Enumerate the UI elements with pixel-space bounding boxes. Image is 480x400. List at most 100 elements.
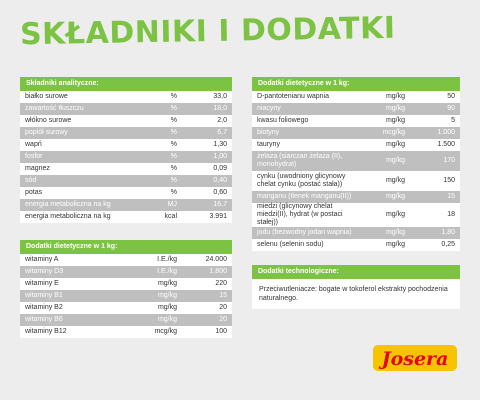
row-unit: kcal [164,213,177,220]
row-value: 20 [182,314,232,326]
row-unit: mg/kg [370,103,410,115]
row-value: 1.800 [182,266,232,278]
logo-text: Josera [379,348,449,370]
row-value: 33,0 [213,93,227,100]
analytic-panel: Składniki analityczne: białko surowe% 33,… [20,77,232,223]
row-value: 0,40 [182,175,232,187]
table-row: niacyny mg/kg 90 [252,103,460,115]
table-row: witaminy B2 mg/kg 20 [20,302,232,314]
row-name: witaminy B1 [20,290,142,302]
row-value: 50 [447,93,455,100]
row-name: biotyny [252,127,370,139]
row-unit: % [142,175,182,187]
technological-header: Dodatki technologiczne: [252,265,460,279]
row-value: 5 [451,117,455,124]
table-row: fosfor% 1,00 [20,151,232,163]
row-value: 220 [215,280,227,287]
row-unit: % [170,189,177,196]
row-unit: mg/kg [370,191,410,203]
row-value: 150 [443,177,455,184]
row-value: 6,7 [182,127,232,139]
table-row: jodu (bezwodny jodan wapnia) mg/kg 1,80 [252,227,460,239]
row-value: 2,0 [217,117,227,124]
row-value: 1,30 [213,141,227,148]
row-name: witaminy B2 [25,304,63,311]
row-name: kwasu foliowego [257,117,309,124]
table-row: D-pantotenianu wapnia mg/kg 50 [252,91,460,103]
row-unit: mg/kg [385,241,405,248]
row-unit: mg/kg [142,290,182,302]
row-name: witaminy A [25,256,59,263]
row-name: białko surowe [25,93,68,100]
row-unit: mg/kg [370,227,410,239]
row-unit: mg/kg [385,211,405,218]
row-unit: mcg/kg [154,328,177,335]
row-value: 15 [182,290,232,302]
row-value: 1,80 [410,227,460,239]
row-value: 1.000 [410,127,460,139]
row-value: 170 [410,151,460,171]
row-name: energia metaboliczna na kg [25,213,111,220]
table-row: biotyny mcg/kg 1.000 [252,127,460,139]
row-unit: % [170,117,177,124]
table-row: miedzi (glicynowy chelat miedzi(II), hyd… [252,203,460,227]
row-name: wapń [25,141,42,148]
row-value: 1.500 [437,141,455,148]
dietetic-left-table: witaminy A I.E./kg 24.000 witaminy D3 I.E./k… [20,254,232,338]
dietetic-right-header: Dodatki dietetyczne w 1 kg: [252,77,460,91]
table-row: witaminy A I.E./kg 24.000 [20,254,232,266]
row-unit: % [170,141,177,148]
row-name: cynku (uwodniony glicynowy chelat cynku … [257,173,346,188]
table-row: witaminy D3 I.E./kg 1.800 [20,266,232,278]
table-row: wapń% 1,30 [20,139,232,151]
row-name: włókno surowe [25,117,72,124]
row-unit: mcg/kg [370,127,410,139]
row-unit: mg/kg [370,151,410,171]
row-unit: % [142,151,182,163]
dietetic-left-header: Dodatki dietetyczne w 1 kg: [20,240,232,254]
row-name: witaminy E [25,280,59,287]
table-row: magnez% 0,09 [20,163,232,175]
row-name: witaminy B6 [20,314,142,326]
row-name: D-pantotenianu wapnia [257,93,329,100]
row-unit: MJ [142,199,182,211]
row-value: 16,7 [182,199,232,211]
table-row: witaminy E mg/kg 220 [20,278,232,290]
row-name: manganu (tlenek manganu(II)) [252,191,370,203]
table-row: tauryny mg/kg 1.500 [252,139,460,151]
page-title: SKŁADNIKI I DODATKI [19,10,396,53]
row-value: 1,00 [182,151,232,163]
row-unit: mg/kg [157,304,177,311]
technological-panel: Dodatki technologiczne: Przeciwutleniacz… [252,265,460,309]
table-row: energia metaboliczna na kg kcal 3.991 [20,211,232,223]
table-row: kwasu foliowego mg/kg 5 [252,115,460,127]
dietetic-right-panel: Dodatki dietetyczne w 1 kg: D-pantotenia… [252,77,460,251]
row-value: 0,09 [213,165,227,172]
row-value: 18 [447,211,455,218]
row-unit: % [170,165,177,172]
row-unit: mg/kg [385,117,405,124]
row-value: 90 [410,103,460,115]
technological-text: Przeciwutleniacze: bogate w tokoferol ek… [259,286,448,302]
row-unit: mg/kg [385,93,405,100]
row-name: jodu (bezwodny jodan wapnia) [252,227,370,239]
table-row: zawartość tłuszczu% 18,0 [20,103,232,115]
row-name: popiół surowy [20,127,142,139]
row-name: witaminy D3 [20,266,142,278]
row-value: 18,0 [182,103,232,115]
table-row: włókno surowe% 2,0 [20,115,232,127]
table-row: witaminy B6 mg/kg 20 [20,314,232,326]
row-name: tauryny [257,141,280,148]
dietetic-left-panel: Dodatki dietetyczne w 1 kg: witaminy A I.… [20,240,232,338]
table-row: potas% 0,60 [20,187,232,199]
row-unit: % [170,93,177,100]
row-value: 20 [219,304,227,311]
dietetic-right-table: D-pantotenianu wapnia mg/kg 50 niacyny mg/kg… [252,91,460,251]
row-name: selenu (selenin sodu) [257,241,324,248]
row-value: 24.000 [205,256,227,263]
table-row: cynku (uwodniony glicynowy chelat cynku … [252,171,460,191]
row-value: 3.991 [209,213,227,220]
row-name: sód [20,175,142,187]
row-unit: mg/kg [142,314,182,326]
table-row: białko surowe% 33,0 [20,91,232,103]
